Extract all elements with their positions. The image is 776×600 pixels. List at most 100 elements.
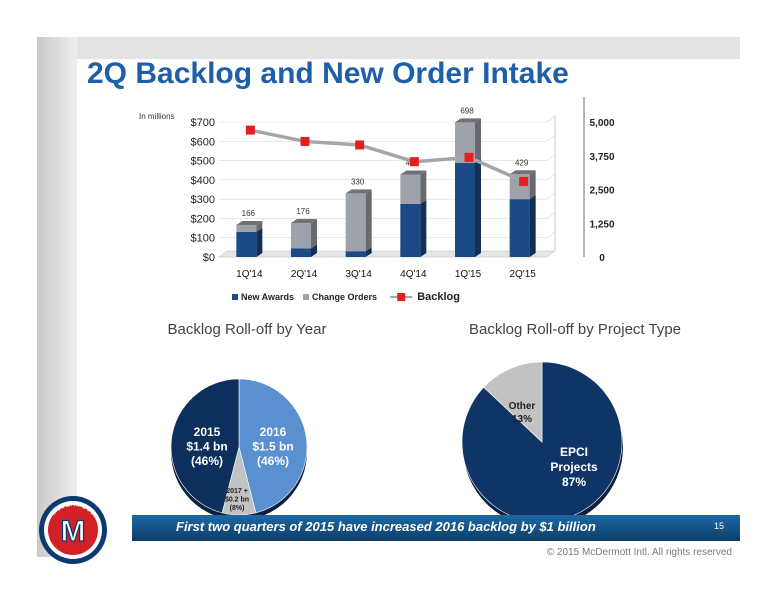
pie-slice-label: 2015 — [194, 425, 221, 439]
chart-legend: New Awards Change Orders Backlog — [232, 291, 460, 303]
bar-total-labels: 166176330428698429 — [242, 106, 529, 218]
gridline-depth — [546, 115, 556, 123]
bar-new-awards — [291, 248, 311, 257]
pie-slice-label: (8%) — [230, 505, 245, 512]
bar-side-change-orders — [256, 220, 263, 232]
legend-label: New Awards — [241, 292, 294, 302]
pie-slice-label: (46%) — [191, 454, 223, 468]
y-tick-label: $600 — [191, 136, 215, 148]
gridline-depth — [546, 154, 556, 161]
gridline-depth — [546, 192, 556, 200]
x-tick-label: 4Q'14 — [400, 269, 427, 280]
bar-side-change-orders — [420, 170, 427, 204]
y-tick-label: $300 — [191, 194, 215, 206]
bar-side-new-awards — [420, 199, 427, 257]
pie-slice-label: 87% — [562, 475, 586, 489]
chart-gridlines — [219, 115, 556, 258]
pie-slice-label: $0.2 bn — [225, 496, 249, 503]
bar-side-new-awards — [475, 158, 481, 257]
bar-change-orders — [345, 193, 366, 252]
backlog-point — [464, 152, 474, 162]
pie-slice-label: Projects — [550, 460, 598, 474]
x-tick-label: 2Q'14 — [291, 269, 318, 280]
bar-top — [345, 189, 372, 194]
chart-floor — [218, 250, 556, 258]
bar-top — [400, 170, 427, 175]
pie-slice-label: Other — [509, 401, 536, 412]
bar-change-orders — [400, 174, 421, 204]
y-tick-label: $100 — [191, 233, 215, 245]
bar-total-label: 330 — [351, 177, 365, 186]
legend-swatch — [232, 294, 238, 300]
backlog-point — [300, 136, 310, 146]
y2-tick-label: 2,500 — [589, 186, 614, 197]
pie-slice-label: (46%) — [257, 454, 289, 468]
legend-label: Backlog — [417, 291, 460, 303]
legend-marker — [397, 293, 406, 301]
bar-top — [455, 118, 481, 123]
bar-side-change-orders — [365, 189, 372, 252]
legend-label: Change Orders — [312, 292, 377, 302]
pie-slice-label: $1.4 bn — [186, 439, 227, 453]
pie-slice-other — [483, 361, 543, 443]
top-band — [77, 37, 740, 59]
y-axis-ticks: $0 $100 $200 $300 $400 $500 $600 $700 — [191, 117, 215, 264]
bar-top — [236, 220, 263, 225]
x-tick-label: 1Q'15 — [455, 269, 482, 280]
backlog-point — [355, 140, 365, 150]
bar-new-awards — [236, 231, 257, 257]
footer-message: First two quarters of 2015 have increase… — [176, 519, 596, 534]
bar-series — [236, 118, 536, 257]
chart-floor-plane — [218, 250, 556, 258]
pie-title: Backlog Roll-off by Year — [168, 321, 327, 338]
y-tick-label: $500 — [191, 156, 215, 168]
pie-slice-label: $1.5 bn — [252, 439, 293, 453]
y-tick-label: $0 — [203, 252, 215, 264]
bar-new-awards — [345, 251, 366, 257]
bar-change-orders — [291, 223, 311, 249]
gridline-depth — [546, 212, 556, 219]
bar-side-new-awards — [365, 247, 372, 257]
bar-change-orders — [455, 122, 475, 163]
side-strip — [37, 37, 77, 557]
bar-total-label: 166 — [242, 209, 256, 218]
backlog-line — [245, 125, 529, 186]
x-axis-ticks: 1Q'14 2Q'14 3Q'14 4Q'14 1Q'15 2Q'15 — [236, 269, 536, 280]
bar-new-awards — [455, 162, 475, 257]
bar-side-change-orders — [529, 170, 536, 200]
bar-change-orders — [236, 224, 257, 232]
y-tick-label: $200 — [191, 213, 215, 225]
y-tick-label: $700 — [191, 117, 215, 129]
pie-chart-by-project-type: Backlog Roll-off by Project Type EPCIProj… — [461, 321, 681, 517]
y-tick-label: $400 — [191, 175, 215, 187]
backlog-point — [409, 157, 419, 167]
pie-slice-label: 13% — [512, 414, 532, 425]
pie-slice-label: 2017 + — [226, 488, 248, 495]
bar-side-new-awards — [311, 244, 317, 257]
pie-slice-2016 — [238, 378, 308, 514]
bar-top — [291, 219, 317, 224]
pie-title: Backlog Roll-off by Project Type — [469, 321, 681, 338]
secondary-y-axis-ticks: 0 1,250 2,500 3,750 5,000 — [583, 97, 615, 264]
mcdermott-logo: McDERMOTT M — [39, 496, 107, 564]
gridline-depth — [546, 173, 556, 181]
bar-new-awards — [400, 203, 421, 257]
footer-bar: First two quarters of 2015 have increase… — [132, 515, 740, 541]
x-tick-label: 1Q'14 — [236, 269, 263, 280]
backlog-order-intake-chart: $0 $100 $200 $300 $400 $500 $600 $700 0 1,250 2,5… — [139, 97, 615, 303]
y2-tick-label: 1,250 — [589, 219, 614, 230]
bar-side-change-orders — [475, 118, 481, 163]
y2-tick-label: 3,750 — [589, 152, 614, 163]
pie-slice-2015 — [170, 378, 240, 514]
copyright: © 2015 McDermott Intl. All rights reserv… — [546, 547, 732, 558]
bar-new-awards — [509, 199, 530, 257]
gridline-depth — [546, 231, 556, 238]
y2-tick-label: 0 — [599, 253, 605, 264]
slide-title: 2Q Backlog and New Order Intake — [87, 57, 569, 90]
slide: 2Q Backlog and New Order Intake $0 $100 $2… — [37, 37, 740, 567]
unit-label: In millions — [139, 112, 175, 121]
pie-slice-label: EPCI — [560, 445, 588, 459]
bar-total-label: 176 — [296, 207, 310, 216]
bar-side-new-awards — [529, 195, 536, 257]
